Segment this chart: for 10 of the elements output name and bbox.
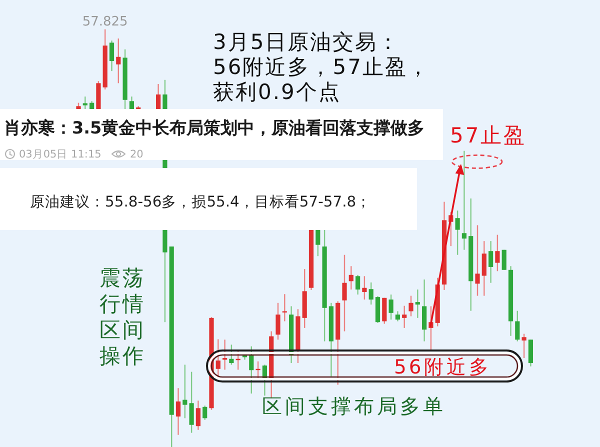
annotation: 震荡行情区间操作 bbox=[100, 266, 144, 368]
annotation: 56附近多 bbox=[394, 356, 492, 378]
annotation: 肖亦寒：3.5黄金中长布局策划中，原油看回落支撑做多 bbox=[4, 118, 425, 138]
annotation: 区间支撑布局多单 bbox=[262, 394, 446, 418]
annotation: 57.825 bbox=[82, 14, 128, 30]
annotation: 20 bbox=[130, 148, 144, 160]
text: 3月5日原油交易：56附近多，57止盈，获利0.9个点 bbox=[213, 30, 430, 104]
annotation: 03月05日 11:15 bbox=[19, 148, 102, 160]
annotation: 57止盈 bbox=[450, 124, 527, 148]
annotation: 原油建议：55.8-56多，损55.4，目标看57-57.8； bbox=[30, 194, 372, 210]
